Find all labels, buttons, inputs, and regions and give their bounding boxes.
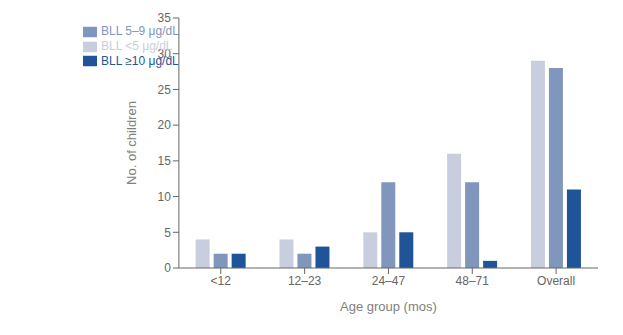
svg-text:35: 35: [158, 11, 172, 25]
svg-text:48–71: 48–71: [456, 274, 490, 288]
svg-text:Age group (mos): Age group (mos): [340, 299, 437, 314]
svg-text:No. of children: No. of children: [124, 101, 139, 185]
svg-text:0: 0: [164, 261, 171, 275]
svg-text:10: 10: [158, 190, 172, 204]
svg-text:24–47: 24–47: [372, 274, 406, 288]
svg-text:<12: <12: [211, 274, 232, 288]
svg-text:25: 25: [158, 83, 172, 97]
svg-text:15: 15: [158, 154, 172, 168]
svg-text:5: 5: [164, 226, 171, 240]
svg-text:12–23: 12–23: [288, 274, 322, 288]
svg-text:Overall: Overall: [537, 274, 575, 288]
svg-text:30: 30: [158, 47, 172, 61]
svg-text:20: 20: [158, 118, 172, 132]
